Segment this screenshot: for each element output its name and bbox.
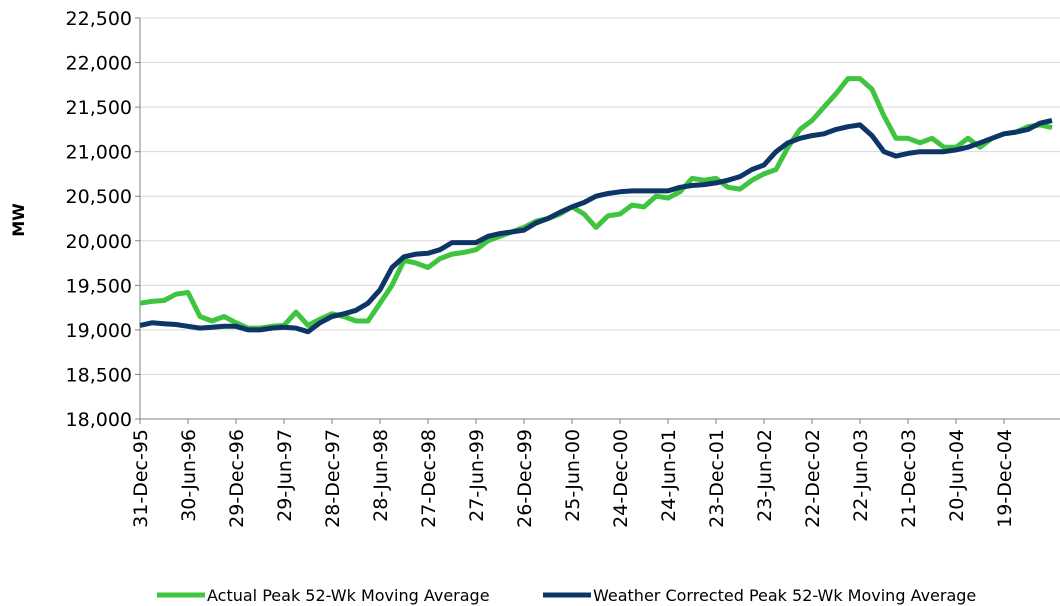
y-tick-label: 20,000 [66, 231, 132, 253]
series-line [139, 76, 1053, 331]
y-tick-label: 22,500 [66, 8, 132, 30]
y-tick-label: 18,000 [66, 409, 132, 431]
x-tick-label: 19-Dec-04 [994, 429, 1016, 528]
x-tick-label: 21-Dec-03 [898, 429, 920, 528]
x-tick-label: 24-Jun-01 [658, 429, 680, 522]
legend-label: Actual Peak 52-Wk Moving Average [207, 586, 490, 605]
x-tick-label: 25-Jun-00 [562, 429, 584, 522]
y-tick-label: 19,500 [66, 275, 132, 297]
y-tick-label: 21,500 [66, 97, 132, 119]
x-tick-label: 27-Jun-99 [466, 429, 488, 522]
y-tick-label: 19,000 [66, 320, 132, 342]
x-tick-label: 28-Dec-97 [322, 429, 344, 528]
legend-label: Weather Corrected Peak 52-Wk Moving Aver… [593, 586, 976, 605]
y-tick-label: 22,000 [66, 53, 132, 75]
y-tick-label: 18,500 [66, 364, 132, 386]
x-tick-label: 28-Jun-98 [370, 429, 392, 522]
y-tick-label: 20,500 [66, 186, 132, 208]
x-tick-label: 23-Jun-02 [754, 429, 776, 522]
x-tick-label: 30-Jun-96 [178, 429, 200, 522]
x-tick-label: 26-Dec-99 [514, 429, 536, 528]
series-line [139, 118, 1053, 335]
x-tick-label: 23-Dec-01 [706, 429, 728, 528]
x-tick-label: 29-Jun-97 [274, 429, 296, 522]
x-tick-label: 31-Dec-95 [130, 429, 152, 528]
x-tick-label: 20-Jun-04 [946, 429, 968, 522]
x-tick-label: 24-Dec-00 [610, 429, 632, 528]
x-tick-label: 27-Dec-98 [418, 429, 440, 528]
y-tick-label: 21,000 [66, 142, 132, 164]
x-tick-label: 22-Jun-03 [850, 429, 872, 522]
x-tick-label: 22-Dec-02 [802, 429, 824, 528]
y-axis-label: MW [9, 203, 28, 237]
x-tick-label: 29-Dec-96 [226, 429, 248, 528]
